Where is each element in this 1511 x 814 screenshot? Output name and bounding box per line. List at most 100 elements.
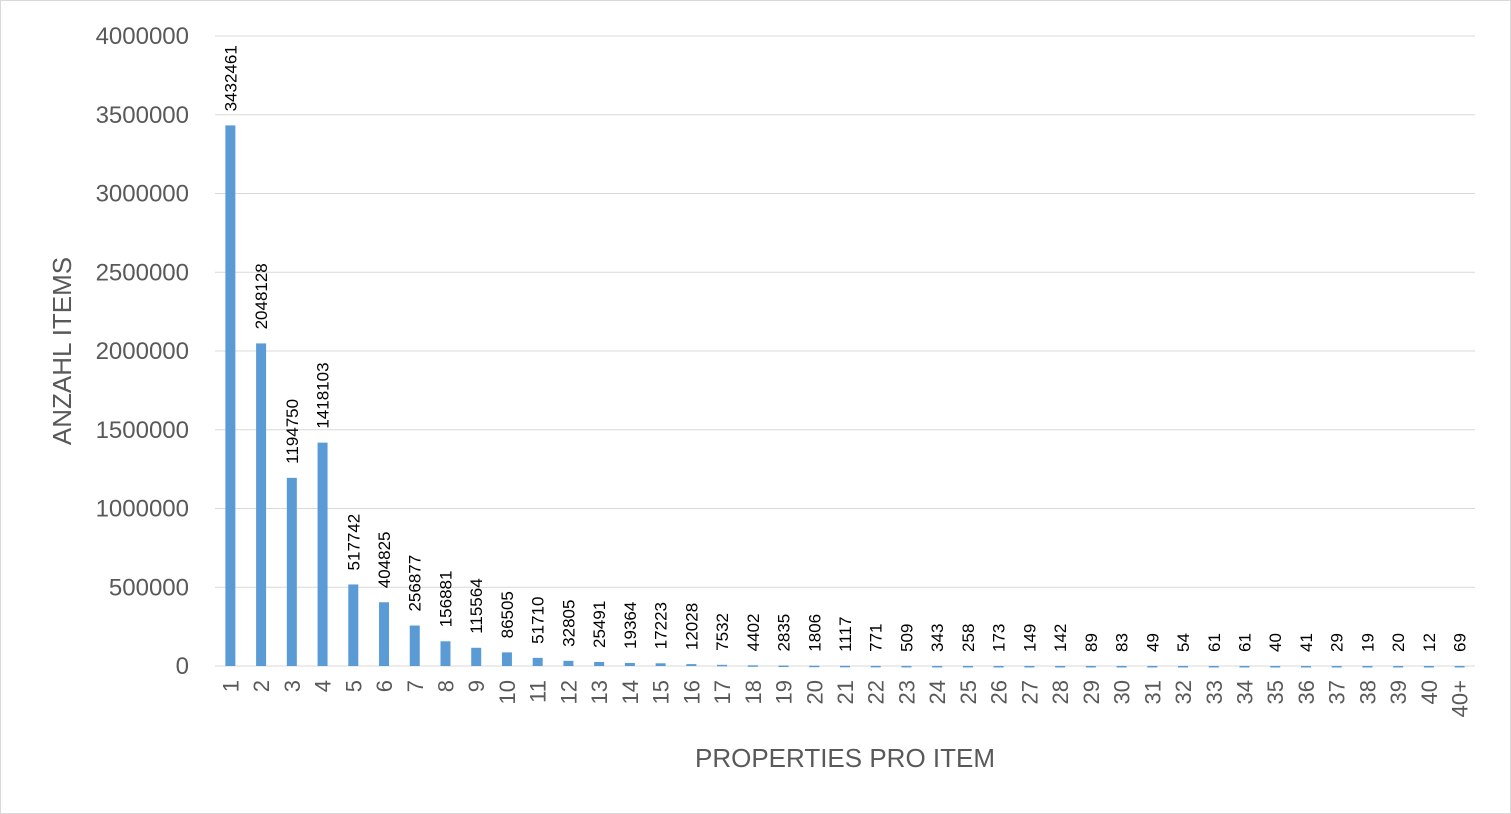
- data-label: 404825: [375, 532, 394, 589]
- bar: [624, 662, 635, 666]
- y-axis-title: ANZAHL ITEMS: [47, 257, 77, 445]
- data-label: 86505: [498, 591, 517, 638]
- data-label: 61: [1236, 633, 1255, 652]
- bar: [563, 660, 574, 666]
- bar: [1024, 665, 1035, 668]
- y-tick-label: 0: [176, 653, 189, 680]
- bar: [440, 641, 451, 666]
- y-tick-label: 500000: [109, 574, 189, 601]
- bar: [1208, 665, 1219, 668]
- bar: [1423, 665, 1434, 668]
- bar: [747, 665, 758, 667]
- x-tick-label: 32: [1171, 680, 1196, 704]
- x-axis-title: PROPERTIES PRO ITEM: [695, 743, 995, 773]
- x-tick-label: 21: [833, 680, 858, 704]
- gridlines: [215, 35, 1475, 667]
- y-tick-label: 3000000: [96, 181, 189, 208]
- data-label: 156881: [436, 571, 455, 628]
- data-label: 258: [959, 624, 978, 652]
- x-tick-label: 4: [311, 680, 336, 692]
- x-tick-label: 9: [464, 680, 489, 692]
- x-tick-label: 28: [1048, 680, 1073, 704]
- data-label: 49: [1143, 633, 1162, 652]
- x-tick-label: 18: [741, 680, 766, 704]
- x-tick-label: 23: [894, 680, 919, 704]
- data-label: 17223: [652, 602, 671, 649]
- data-label: 12: [1420, 633, 1439, 652]
- bar: [1270, 665, 1281, 668]
- x-tick-label: 15: [649, 680, 674, 704]
- bar: [962, 665, 973, 668]
- x-tick-label: 10: [495, 680, 520, 704]
- data-label: 1418103: [314, 362, 333, 428]
- data-label: 173: [990, 624, 1009, 652]
- bar: [379, 602, 390, 666]
- x-tick-label: 7: [403, 680, 428, 692]
- data-label: 115564: [467, 578, 486, 633]
- bar: [1085, 665, 1096, 668]
- bar: [1362, 665, 1373, 668]
- data-label: 2835: [775, 614, 794, 652]
- x-tick-label: 12: [556, 680, 581, 704]
- data-label: 25491: [590, 601, 609, 648]
- data-label: 51710: [529, 597, 548, 644]
- data-label: 3432461: [221, 45, 240, 111]
- x-tick-label: 6: [372, 680, 397, 692]
- bar: [717, 664, 728, 667]
- bar: [348, 584, 359, 666]
- data-label: 4402: [744, 613, 763, 651]
- bar: [1055, 665, 1066, 668]
- data-label: 1194750: [283, 399, 302, 464]
- x-tick-label: 37: [1325, 680, 1350, 704]
- data-label: 7532: [713, 613, 732, 651]
- bar: [1393, 665, 1404, 668]
- bar: [840, 665, 850, 668]
- x-tick-label: 17: [710, 680, 735, 704]
- x-tick-label: 30: [1110, 680, 1135, 704]
- bar: [409, 625, 420, 666]
- bar: [286, 477, 297, 666]
- y-tick-label: 3500000: [96, 102, 189, 129]
- data-label: 2048128: [252, 263, 271, 329]
- data-label: 19364: [621, 602, 640, 649]
- data-label: 41: [1297, 633, 1316, 652]
- data-label: 20: [1389, 633, 1408, 652]
- y-axis-ticks: 0 500000 1000000 1500000 2000000 2500000 30000…: [96, 23, 189, 680]
- bar: [501, 652, 512, 666]
- bar: [778, 665, 789, 668]
- x-tick-label: 3: [280, 680, 305, 692]
- x-tick-label: 25: [956, 680, 981, 704]
- bar: [225, 125, 236, 666]
- data-label: 40: [1266, 633, 1285, 652]
- bar: [256, 343, 267, 666]
- data-label: 771: [867, 624, 886, 652]
- data-label: 54: [1174, 633, 1193, 652]
- y-tick-label: 1500000: [96, 417, 189, 444]
- bar: [870, 665, 881, 668]
- bar: [1454, 665, 1465, 668]
- bar: [1300, 665, 1311, 668]
- data-label: 19: [1358, 633, 1377, 652]
- x-tick-label: 13: [587, 680, 612, 704]
- bar: [594, 661, 605, 666]
- x-tick-label: 39: [1386, 680, 1411, 704]
- x-tick-label: 16: [679, 680, 704, 704]
- data-label: 29: [1328, 633, 1347, 652]
- bar: [317, 442, 328, 666]
- data-label: 61: [1205, 633, 1224, 652]
- x-tick-label: 8: [433, 680, 458, 692]
- x-tick-label: 40+: [1448, 680, 1473, 717]
- x-tick-label: 29: [1079, 680, 1104, 704]
- data-label: 509: [897, 624, 916, 652]
- bar: [993, 665, 1004, 668]
- x-tick-label: 14: [618, 680, 643, 704]
- data-label: 1117: [836, 617, 855, 652]
- x-axis-ticks: 1 2 3 4 5 6 7 8 9 10 11 12 13 14 15 16 17 18 19 20 21 22 23 24 2…: [218, 680, 1472, 717]
- data-label: 32805: [559, 600, 578, 647]
- x-tick-label: 38: [1355, 680, 1380, 704]
- data-label: 142: [1051, 624, 1070, 652]
- bar: [901, 665, 912, 668]
- x-tick-label: 5: [341, 680, 366, 692]
- data-label: 343: [928, 624, 947, 652]
- bar: [809, 665, 820, 668]
